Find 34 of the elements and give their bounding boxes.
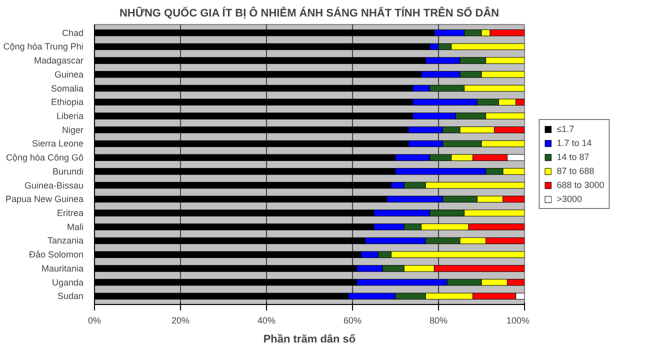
- y-tick-label: Mali: [67, 222, 84, 232]
- y-tick-label: Papua New Guinea: [5, 194, 84, 204]
- legend-label: 14 to 87: [556, 152, 590, 162]
- y-tick-label: Liberia: [56, 110, 84, 121]
- x-tick-label: 100%: [506, 316, 530, 326]
- legend-label: 87 to 688: [556, 166, 594, 176]
- y-tick-label: Ethiopia: [50, 97, 84, 108]
- y-tick-label: Guinea-Bissau: [24, 180, 84, 190]
- x-tick-label: 60%: [343, 316, 362, 326]
- x-tick-label: 40%: [257, 316, 276, 326]
- y-tick-label: Eritrea: [56, 208, 84, 218]
- y-tick-label: Burundi: [52, 166, 84, 176]
- legend-label: 688 to 3000: [556, 180, 604, 190]
- chart-title: NHỮNG QUỐC GIA ÍT BỊ Ô NHIỄM ÁNH SÁNG NHẤT TÍNH TRÊN SỐ DÂN: [119, 6, 500, 20]
- y-tick-label: Đảo Solomon: [28, 250, 84, 260]
- y-tick-label: Cộng hòa Trung Phi: [3, 42, 84, 52]
- y-tick-label: Chad: [62, 28, 84, 38]
- y-tick-label: Sudan: [57, 291, 84, 302]
- legend-label: ≤1.7: [556, 124, 576, 134]
- y-tick-label: Mauritania: [41, 263, 84, 274]
- y-tick-label: Uganda: [52, 277, 84, 288]
- x-tick-label: 0%: [88, 316, 102, 326]
- legend-label: 1.7 to 14: [556, 138, 592, 148]
- y-tick-label: Somalia: [50, 83, 84, 94]
- x-tick-label: 20%: [171, 316, 190, 326]
- x-axis-title: Phần trăm dân số: [263, 334, 356, 346]
- y-tick-label: Guinea: [54, 69, 84, 80]
- y-tick-label: Cộng hòa Công Gô: [6, 152, 84, 163]
- y-tick-label: Niger: [62, 124, 84, 135]
- y-tick-label: Tanzania: [47, 236, 84, 246]
- y-tick-label: Sierra Leone: [32, 138, 84, 149]
- x-tick-label: 80%: [429, 316, 448, 326]
- legend-label: >3000: [556, 194, 582, 204]
- y-tick-label: Madagascar: [34, 56, 84, 66]
